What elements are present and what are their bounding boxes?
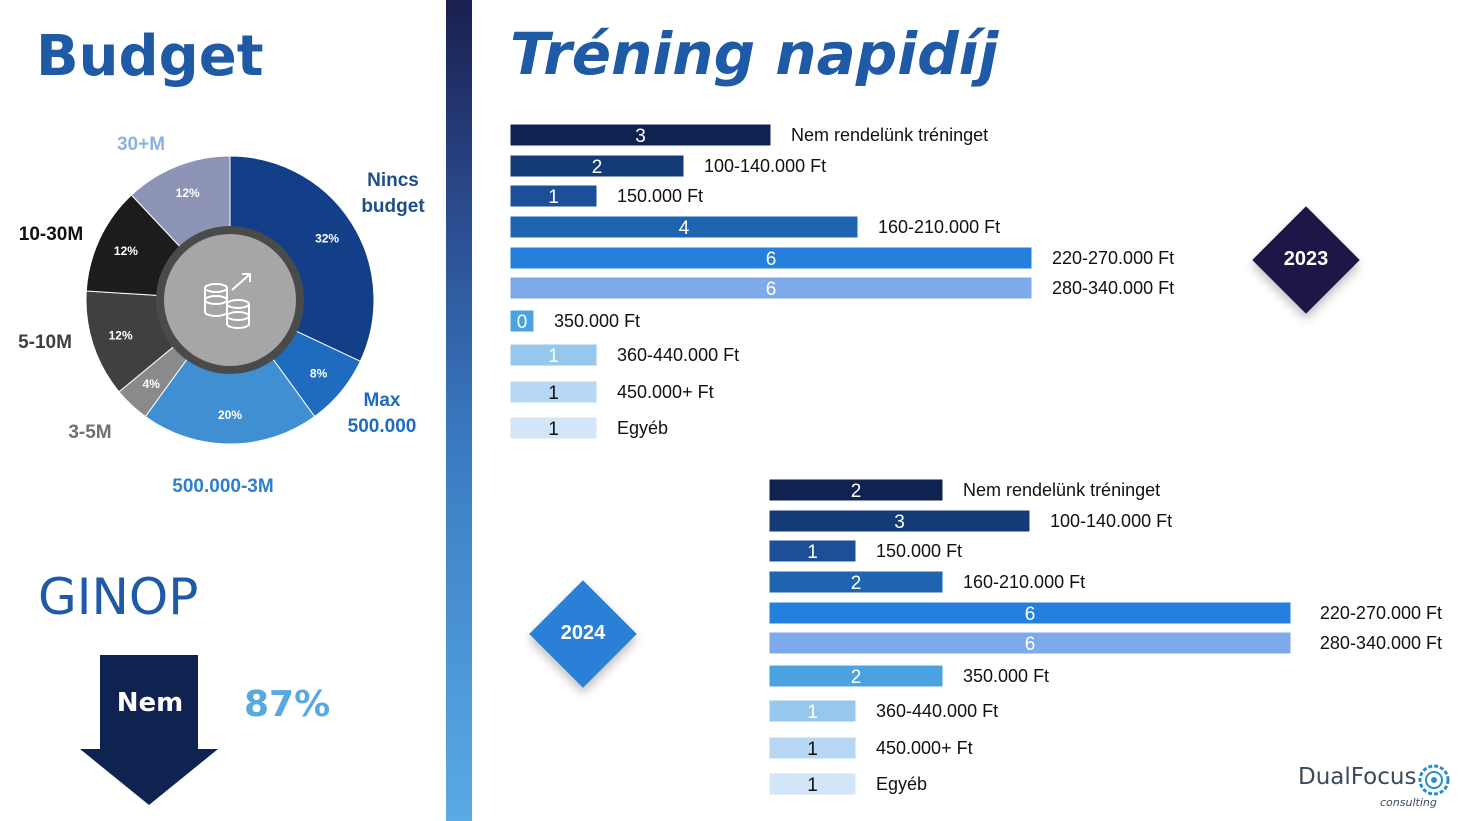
coins-icon — [204, 273, 251, 329]
bar2024-bar-value-6: 2 — [851, 667, 862, 688]
bar2024-bar-label-9: Egyéb — [876, 774, 927, 794]
budget-pie-chart: 32% 8% 20% 4% 12% 12% 12% — [85, 155, 375, 445]
bar2024-bar-1 — [768, 509, 1031, 533]
bar2024-bar-value-3: 2 — [851, 573, 862, 594]
bar2023-bar-value-1: 2 — [592, 157, 603, 178]
bar2024-bar-label-8: 450.000+ Ft — [876, 738, 973, 758]
bar2024-bar-label-1: 100-140.000 Ft — [1050, 511, 1172, 531]
pie-label-10-30m: 10-30M — [18, 224, 84, 245]
ginop-percent: 87% — [244, 684, 331, 725]
pie-label-3-5m: 3-5M — [68, 422, 112, 443]
ginop-title: GINOP — [38, 568, 199, 626]
bar2023-bar-4 — [509, 246, 1033, 270]
logo-name: DualFocus — [1298, 764, 1417, 790]
logo-sub: consulting — [1380, 796, 1437, 809]
bar2024-bar-value-7: 1 — [807, 702, 818, 723]
bar2023-bar-0 — [509, 123, 772, 147]
ginop-nem-label: Nem — [116, 688, 184, 718]
bar2023-bar-value-5: 6 — [766, 279, 777, 300]
bar2023-bar-5 — [509, 276, 1033, 300]
dualfocus-logo: DualFocus consulting — [1298, 764, 1450, 809]
bar2023-bar-label-9: Egyéb — [617, 418, 668, 438]
bar2024-bar-9 — [768, 772, 857, 796]
bar2023-bar-value-4: 6 — [766, 249, 777, 270]
bar2024-bar-value-2: 1 — [807, 542, 818, 563]
pie-label-5-10m: 5-10M — [18, 332, 72, 353]
pie-slice-value-2: 20% — [218, 408, 242, 422]
bar2024-bar-label-5: 280-340.000 Ft — [1320, 633, 1442, 653]
bar2023-bar-value-2: 1 — [548, 187, 559, 208]
pie-slice-value-6: 12% — [176, 186, 200, 200]
bar2024-bar-value-0: 2 — [851, 481, 862, 502]
trening-title: Tréning napidíj — [510, 20, 999, 88]
pie-center-disc — [164, 234, 296, 366]
bar2023-bar-2 — [509, 184, 598, 208]
bar2023-bar-value-0: 3 — [635, 126, 646, 147]
bar2023-bar-label-6: 350.000 Ft — [554, 311, 640, 331]
bar2023-bar-label-4: 220-270.000 Ft — [1052, 248, 1174, 268]
year-2024-label: 2024 — [560, 622, 606, 644]
bar2023-bar-8 — [509, 380, 598, 404]
bar2024-bar-label-6: 350.000 Ft — [963, 666, 1049, 686]
bar2024-bar-label-0: Nem rendelünk tréninget — [963, 480, 1160, 500]
logo-mark-icon — [1418, 764, 1450, 796]
bar2023-bar-label-8: 450.000+ Ft — [617, 382, 714, 402]
bar2023-bar-value-3: 4 — [679, 218, 690, 239]
bar2023-bar-1 — [509, 154, 685, 178]
bar2024-bar-3 — [768, 570, 944, 594]
pie-label-500000-3m: 500.000-3M — [172, 476, 274, 497]
bar2024-bar-label-7: 360-440.000 Ft — [876, 701, 998, 721]
bar2023-bar-9 — [509, 416, 598, 440]
bar2024-bar-value-9: 1 — [807, 775, 818, 796]
bar2024-bar-value-4: 6 — [1025, 604, 1036, 625]
pie-label-nincs-budget: Nincs budget — [361, 170, 425, 217]
bar2023-bar-label-5: 280-340.000 Ft — [1052, 278, 1174, 298]
bar2023-bar-value-9: 1 — [548, 419, 559, 440]
bar2024-bar-2 — [768, 539, 857, 563]
bar2024-bar-value-8: 1 — [807, 739, 818, 760]
pie-slice-value-4: 12% — [109, 329, 133, 343]
bar2023-bar-value-7: 1 — [548, 346, 559, 367]
pie-label-30m: 30+M — [116, 134, 166, 155]
bar2023-bar-label-1: 100-140.000 Ft — [704, 156, 826, 176]
bar2024-bar-value-1: 3 — [894, 512, 905, 533]
bar2024-bar-7 — [768, 699, 857, 723]
pie-slice-value-0: 32% — [315, 231, 339, 245]
bar2024-bar-6 — [768, 664, 944, 688]
pie-slice-value-3: 4% — [143, 377, 161, 391]
down-arrow-icon — [80, 655, 218, 805]
vertical-divider — [446, 0, 472, 821]
bar2024-bar-label-3: 160-210.000 Ft — [963, 572, 1085, 592]
pie-slice-value-5: 12% — [114, 244, 138, 258]
bar2024-bar-value-5: 6 — [1025, 634, 1036, 655]
bar2024-bar-5 — [768, 631, 1292, 655]
year-2023-label: 2023 — [1283, 248, 1329, 270]
bar2023-bar-7 — [509, 343, 598, 367]
bar2023-bar-label-3: 160-210.000 Ft — [878, 217, 1000, 237]
bar2024-bar-0 — [768, 478, 944, 502]
bar2023-bar-label-0: Nem rendelünk tréninget — [791, 125, 988, 145]
pie-slice-value-1: 8% — [310, 366, 328, 380]
bar2024-bar-4 — [768, 601, 1292, 625]
bar2024-bar-label-4: 220-270.000 Ft — [1320, 603, 1442, 623]
bar2023-bar-label-7: 360-440.000 Ft — [617, 345, 739, 365]
bar2023-bar-value-8: 1 — [548, 383, 559, 404]
pie-label-max-500000: Max 500.000 — [347, 390, 417, 437]
bar2024-bar-8 — [768, 736, 857, 760]
bar2023-bar-6 — [509, 309, 535, 333]
bar2023-bar-value-6: 0 — [517, 312, 528, 333]
bar2023-bar-label-2: 150.000 Ft — [617, 186, 703, 206]
bar2024-bar-label-2: 150.000 Ft — [876, 541, 962, 561]
budget-title: Budget — [36, 24, 264, 89]
bar2023-bar-3 — [509, 215, 859, 239]
